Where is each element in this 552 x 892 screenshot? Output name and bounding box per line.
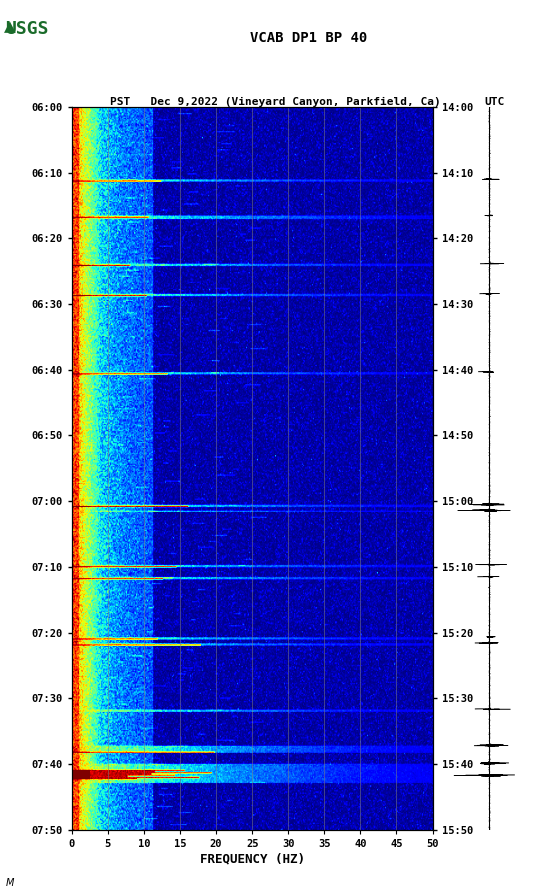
Text: USGS: USGS <box>6 20 49 37</box>
X-axis label: FREQUENCY (HZ): FREQUENCY (HZ) <box>200 853 305 866</box>
Text: M: M <box>6 878 14 888</box>
Text: UTC: UTC <box>485 97 505 107</box>
Text: VCAB DP1 BP 40: VCAB DP1 BP 40 <box>251 31 368 45</box>
Text: PST   Dec 9,2022 (Vineyard Canyon, Parkfield, Ca): PST Dec 9,2022 (Vineyard Canyon, Parkfie… <box>110 97 440 107</box>
Text: ▲: ▲ <box>4 20 16 35</box>
